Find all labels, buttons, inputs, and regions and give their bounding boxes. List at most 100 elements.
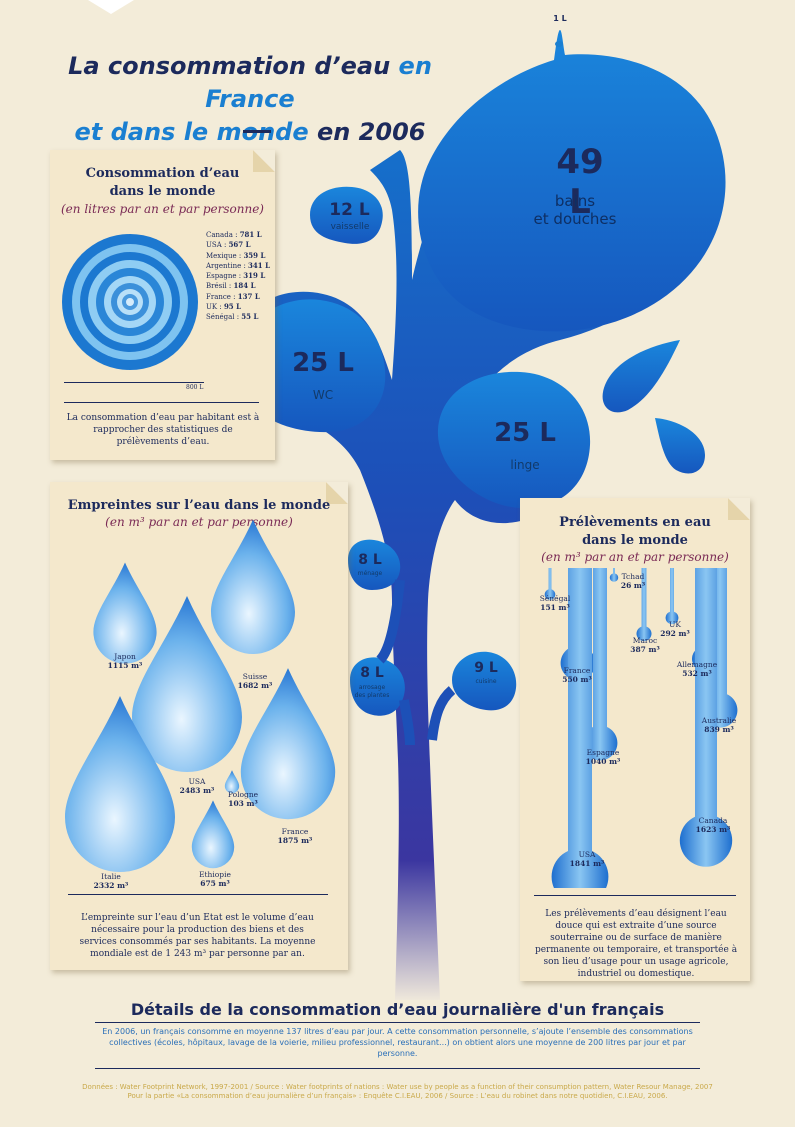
withdrawal-label: Espagne 1040 m³: [578, 748, 628, 766]
footprint-value: 675 m³: [200, 879, 230, 888]
top-notch: [88, 0, 134, 14]
footer-line-bottom: [95, 1068, 700, 1069]
withdrawal-value: 26 m³: [620, 581, 646, 590]
card3-note-line: [534, 895, 736, 896]
footprint-label: Suisse 1682 m³: [230, 672, 280, 690]
top-drop-label: 1 L: [553, 14, 567, 23]
withdrawal-value: 532 m³: [682, 669, 712, 678]
footprint-label: Pologne 103 m³: [218, 790, 268, 808]
country-value: 341 L: [248, 260, 271, 270]
withdrawal-tube-espagne: [582, 568, 618, 761]
country-row: France : 137 L: [206, 292, 270, 302]
country-name: USA :: [206, 241, 229, 250]
withdrawal-label: Sénégal 151 m³: [530, 594, 580, 612]
card1-title-1: Consommation d’eau: [85, 166, 240, 181]
withdrawal-value: 550 m³: [562, 675, 592, 684]
withdrawal-label: Tchad 26 m³: [608, 572, 658, 590]
footprint-label: Japon 1115 m³: [100, 652, 150, 670]
card3-title-2: dans le monde: [582, 533, 688, 548]
withdrawal-tube-tchad: [609, 568, 619, 582]
footprint-label: France 1875 m³: [270, 827, 320, 845]
card3-note: Les prélèvements d’eau désignent l’eau d…: [534, 909, 738, 979]
withdrawal-country: Tchad: [621, 572, 645, 581]
card1-subtitle: (en litres par an et par personne): [61, 202, 264, 216]
country-name: Sénégal :: [206, 313, 242, 322]
withdrawal-value: 1040 m³: [585, 757, 621, 766]
linge-value: 25 L: [494, 418, 556, 448]
bains-label-2: et douches: [533, 210, 617, 228]
title-divider: [243, 130, 271, 133]
arrosage-label-1: arrosage: [358, 684, 386, 691]
withdrawal-country: Sénégal: [539, 594, 571, 603]
withdrawal-label: USA 1841 m³: [562, 850, 612, 868]
card2-note: L’empreinte sur l’eau d’un Etat est le v…: [79, 913, 316, 959]
bains-label: bains et douches: [520, 192, 630, 228]
country-value: 567 L: [228, 240, 251, 250]
country-value: 781 L: [239, 230, 262, 239]
footprint-drop-italie: [65, 696, 175, 872]
withdrawal-country: Espagne: [586, 748, 620, 757]
country-row: Espagne : 319 L: [206, 271, 270, 281]
withdrawal-tube-canada: [679, 568, 733, 867]
sources-line-1: Données : Water Footprint Network, 1997-…: [82, 1083, 713, 1091]
card1-note: La consommation d’eau par habitant est à…: [66, 413, 260, 447]
country-name: Canada :: [206, 231, 240, 239]
country-value: 184 L: [233, 281, 256, 291]
country-name: France :: [206, 292, 238, 301]
menage-label: ménage: [357, 570, 383, 577]
country-value: 319 L: [243, 271, 266, 281]
footprint-country: Suisse: [242, 672, 268, 681]
footprint-label: Italie 2332 m³: [86, 872, 136, 890]
footprint-value: 1682 m³: [237, 681, 273, 690]
footprint-drops: [65, 519, 336, 872]
wc-label: WC: [312, 388, 334, 402]
bains-value: 49 L: [556, 142, 604, 222]
withdrawal-label: Australie 839 m³: [694, 716, 744, 734]
withdrawal-tube-maroc: [636, 568, 652, 642]
folded-corner-icon: [728, 498, 750, 520]
card2-subtitle: (en m³ par an et par personne): [105, 515, 293, 529]
concentric-circles-chart: [62, 234, 198, 370]
arrosage-label-2: des plantes: [354, 692, 390, 699]
withdrawal-country: Allemagne: [676, 660, 718, 669]
country-row: Canada : 781 L: [206, 230, 270, 240]
withdrawal-value: 387 m³: [630, 645, 660, 654]
footprint-drop-suisse: [211, 519, 295, 654]
footprint-value: 2332 m³: [93, 881, 129, 890]
withdrawal-label: Maroc 387 m³: [620, 636, 670, 654]
withdrawal-tube-uk: [665, 568, 679, 625]
wc-value: 25 L: [292, 348, 354, 378]
withdrawal-label: Allemagne 532 m³: [672, 660, 722, 678]
country-row: USA : 567 L: [206, 240, 270, 250]
cuisine-value: 9 L: [474, 660, 498, 676]
withdrawal-country: UK: [669, 620, 681, 629]
footprint-country: Ethiopie: [199, 870, 231, 879]
footer-line-top: [95, 1022, 700, 1023]
footprint-value: 2483 m³: [179, 786, 215, 795]
card3-subtitle: (en m³ par an et par personne): [541, 550, 729, 564]
title-part4: en 2006: [308, 118, 426, 146]
card1-title: Consommation d’eau dans le monde: [50, 165, 275, 201]
arrosage-label: arrosage des plantes: [345, 684, 399, 700]
footprint-country: France: [281, 827, 309, 836]
card-footprint: Empreintes sur l’eau dans le monde (en m…: [50, 482, 348, 970]
country-row: UK : 95 L: [206, 302, 270, 312]
withdrawal-value: 151 m³: [540, 603, 570, 612]
country-name: Mexique :: [206, 251, 244, 260]
withdrawal-tube-usa: [551, 568, 609, 888]
footprint-country: USA: [188, 777, 206, 786]
footprint-country: Japon: [114, 652, 136, 661]
withdrawal-value: 292 m³: [660, 629, 690, 638]
sources-line-2: Pour la partie «La consommation d’eau jo…: [127, 1092, 668, 1100]
folded-corner-icon: [326, 482, 348, 504]
page-title: La consommation d’eau en France et dans …: [30, 50, 470, 149]
card1-title-2: dans le monde: [109, 184, 216, 199]
withdrawal-country: France: [563, 666, 591, 675]
withdrawal-tube-australie: [702, 568, 738, 728]
card1-note-line: [64, 402, 259, 403]
country-row: Sénégal : 55 L: [206, 312, 270, 322]
footer-text: En 2006, un français consomme en moyenne…: [102, 1027, 693, 1058]
menage-value: 8 L: [358, 552, 382, 568]
folded-corner-icon: [253, 150, 275, 172]
country-name: Brésil :: [206, 282, 234, 291]
